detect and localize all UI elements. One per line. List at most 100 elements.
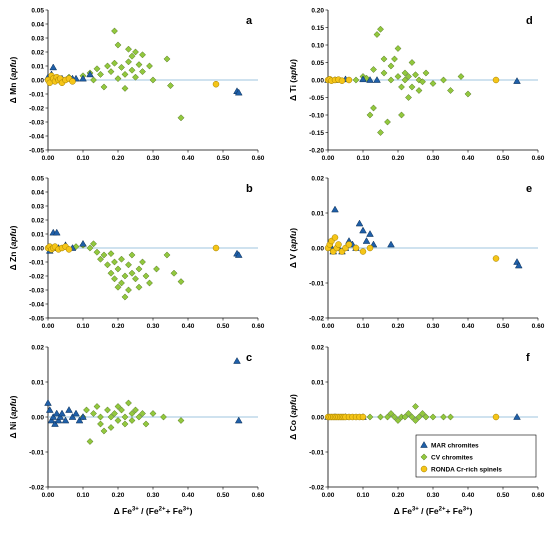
y-tick-label: 0.05	[311, 60, 324, 67]
x-axis-label-part: + Fe	[165, 506, 183, 516]
x-axis-label-part: )	[470, 506, 473, 516]
x-axis-label: Δ Fe3+ / (Fe2++ Fe3+)	[114, 506, 193, 516]
cv-point	[100, 83, 108, 91]
cv-point	[422, 69, 430, 77]
cv-point	[128, 251, 136, 259]
cv-point	[111, 410, 118, 417]
legend-label: RONDA Cr-rich spinels	[431, 466, 502, 473]
x-tick-label: 0.30	[427, 323, 440, 330]
cv-point	[93, 248, 101, 256]
cv-point	[177, 114, 185, 122]
cv-point	[121, 84, 129, 92]
cv-point	[391, 413, 398, 421]
cv-point	[142, 272, 150, 280]
mar-point	[233, 357, 241, 364]
x-tick-label: 0.30	[147, 323, 160, 330]
x-tick-label: 0.10	[77, 492, 90, 499]
y-tick-label: 0.00	[311, 77, 324, 84]
cv-point	[125, 45, 132, 53]
cv-point	[153, 265, 160, 273]
ronda-point	[359, 413, 367, 421]
cv-point	[128, 417, 136, 424]
ronda-point	[492, 255, 500, 262]
cv-point	[104, 406, 111, 414]
cv-point	[163, 251, 171, 259]
ronda-point	[420, 465, 428, 473]
x-tick-label: 0.30	[427, 155, 440, 162]
mar-point	[52, 228, 61, 236]
panel-letter: c	[246, 352, 252, 364]
cv-point	[107, 424, 115, 431]
cv-point	[408, 83, 416, 91]
cv-point	[132, 275, 139, 283]
cv-point	[104, 261, 111, 269]
panel-f: -0.02 -0.01 0.00 0.01 0.02 0.00 0.10 0.20 0.30 0.…	[288, 344, 545, 516]
x-tick-label: 0.10	[357, 492, 370, 499]
cv-point	[132, 73, 139, 81]
x-axis-label-superscript: 3+	[463, 507, 470, 513]
x-tick-label: 0.60	[252, 155, 265, 162]
mar-point	[387, 240, 395, 248]
y-tick-label: 0.00	[311, 245, 324, 252]
cv-point	[111, 275, 118, 283]
cv-point	[387, 410, 395, 417]
cv-point	[387, 76, 395, 84]
cv-point	[146, 62, 153, 70]
cv-point	[125, 261, 132, 269]
y-axis-label: Δ Mn (apfu)	[8, 56, 18, 103]
y-axis-label-close: )	[288, 59, 298, 62]
ronda-point	[65, 246, 73, 253]
x-tick-label: 0.20	[112, 492, 125, 499]
y-axis-label: Δ V (apfu)	[288, 228, 298, 268]
cv-point	[97, 413, 104, 421]
ronda-point	[212, 244, 220, 252]
x-axis-label-superscript: 3+	[183, 507, 190, 513]
cv-point	[139, 258, 146, 266]
mar-point	[362, 237, 371, 244]
x-tick-label: 0.50	[497, 155, 510, 162]
y-axis-label-close: )	[288, 228, 298, 231]
ronda-point	[212, 80, 220, 88]
mar-point	[45, 406, 54, 413]
cv-point	[177, 278, 185, 286]
panel-letter: f	[526, 352, 530, 364]
cv-point	[415, 413, 423, 421]
mar-point	[54, 416, 63, 424]
x-tick-label: 0.10	[357, 155, 370, 162]
mar-point	[420, 441, 428, 448]
cv-point	[107, 269, 115, 277]
mar-point	[65, 406, 73, 413]
cv-point	[90, 410, 97, 417]
cv-point	[408, 59, 416, 66]
x-tick-label: 0.00	[42, 323, 55, 330]
x-tick-label: 0.50	[217, 323, 230, 330]
cv-point	[387, 62, 395, 70]
cv-point	[97, 255, 104, 263]
mar-point	[331, 205, 339, 213]
cv-point	[146, 279, 153, 287]
legend-label: MAR chromites	[431, 442, 479, 449]
cv-point	[135, 283, 143, 291]
cv-point	[125, 399, 132, 407]
cv-point	[394, 73, 402, 80]
cv-point	[114, 75, 122, 83]
x-tick-label: 0.50	[497, 492, 510, 499]
y-tick-label: 0.00	[31, 414, 44, 421]
cv-point	[139, 68, 146, 76]
cv-point	[401, 69, 409, 77]
y-tick-label: 0.01	[31, 231, 44, 238]
mar-point	[79, 413, 87, 420]
cv-point	[139, 410, 146, 417]
y-tick-label: -0.04	[29, 133, 44, 140]
y-axis-label-element: Δ Co (	[288, 415, 298, 440]
mar-point	[51, 420, 59, 427]
cv-point	[97, 70, 104, 78]
cv-point	[412, 417, 419, 424]
cv-point	[377, 129, 384, 136]
mar-point	[86, 70, 94, 78]
cv-point	[149, 76, 157, 84]
mar-point	[355, 219, 364, 227]
cv-point	[118, 255, 125, 263]
x-axis-label-part: )	[190, 506, 193, 516]
ronda-point	[492, 413, 500, 421]
